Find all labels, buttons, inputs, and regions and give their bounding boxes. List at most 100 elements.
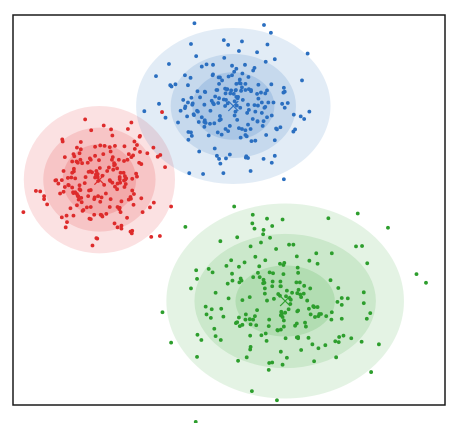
data-point-red (123, 182, 128, 186)
data-point-green (377, 342, 381, 347)
data-point-red (33, 189, 38, 193)
data-point-red (117, 175, 122, 179)
data-point-blue (212, 121, 217, 126)
data-point-red (77, 187, 82, 192)
data-point-blue (204, 62, 209, 67)
data-point-blue (217, 82, 221, 86)
data-point-blue (163, 115, 168, 120)
data-point-blue (176, 120, 180, 125)
data-point-red (72, 166, 76, 171)
data-point-green (272, 296, 276, 301)
data-point-green (247, 317, 252, 322)
data-point-green (199, 338, 204, 342)
data-point-green (296, 270, 301, 275)
data-point-blue (213, 94, 218, 99)
data-point-red (82, 181, 87, 186)
data-point-green (301, 291, 306, 296)
data-point-blue (240, 98, 245, 102)
data-point-blue (281, 85, 286, 90)
data-point-blue (239, 88, 243, 93)
data-point-blue (272, 57, 277, 62)
data-point-green (218, 239, 223, 244)
data-point-green (323, 343, 328, 348)
data-point-blue (178, 108, 183, 113)
data-point-red (71, 190, 75, 195)
data-point-blue (221, 38, 226, 43)
centroid-marker-green (279, 295, 291, 307)
data-point-green (266, 368, 271, 372)
data-point-red (90, 243, 95, 248)
data-point-green (240, 298, 245, 303)
data-point-green (256, 270, 260, 275)
data-point-green (225, 281, 230, 286)
data-point-green (254, 323, 259, 328)
data-point-red (77, 151, 82, 156)
data-point-green (280, 315, 285, 319)
data-point-blue (229, 88, 234, 93)
data-point-green (224, 264, 229, 268)
data-point-green (221, 314, 226, 319)
data-point-red (76, 197, 81, 202)
data-point-green (297, 280, 302, 285)
data-point-blue (196, 120, 201, 124)
data-point-blue (248, 169, 253, 173)
data-point-green (355, 211, 360, 216)
data-point-red (125, 157, 130, 162)
data-point-blue (224, 87, 229, 92)
data-point-red (140, 210, 145, 215)
data-point-blue (246, 102, 250, 107)
data-point-blue (269, 160, 274, 165)
centroid-marker-red (93, 174, 105, 186)
data-point-blue (211, 102, 216, 107)
data-point-blue (228, 91, 233, 96)
data-point-green (195, 277, 199, 281)
data-point-green (265, 216, 269, 221)
data-point-blue (240, 39, 244, 44)
data-point-red (70, 185, 75, 190)
data-point-red (107, 145, 112, 150)
data-point-blue (216, 101, 221, 105)
data-point-red (88, 188, 93, 192)
data-point-red (64, 213, 69, 218)
data-point-green (334, 355, 339, 360)
data-point-green (336, 340, 341, 345)
data-point-red (125, 215, 129, 220)
data-point-green (243, 312, 248, 317)
data-point-green (280, 217, 285, 222)
data-point-green (189, 286, 193, 291)
data-point-green (299, 295, 304, 299)
data-point-red (124, 176, 129, 181)
data-point-blue (238, 135, 243, 140)
data-point-red (135, 143, 139, 147)
data-point-green (295, 265, 300, 270)
data-point-red (83, 117, 88, 122)
data-point-green (212, 326, 217, 331)
data-point-blue (298, 114, 303, 119)
data-point-green (333, 339, 338, 344)
data-point-red (75, 203, 79, 208)
data-point-blue (230, 63, 234, 68)
data-point-blue (255, 119, 260, 124)
data-point-green (294, 280, 299, 285)
data-point-green (368, 311, 373, 316)
data-point-blue (185, 114, 189, 119)
data-point-blue (233, 88, 238, 93)
data-point-blue (260, 124, 265, 128)
data-point-blue (265, 88, 269, 93)
data-point-red (107, 165, 111, 170)
data-point-blue (173, 82, 178, 87)
data-point-red (126, 152, 131, 157)
data-point-blue (199, 115, 204, 120)
data-point-green (308, 286, 313, 291)
data-point-green (193, 420, 198, 423)
data-point-blue (262, 23, 266, 27)
data-point-red (132, 147, 137, 151)
data-point-blue (285, 101, 290, 105)
data-point-green (248, 333, 253, 338)
data-point-red (139, 196, 144, 201)
data-point-green (248, 345, 253, 349)
data-point-red (108, 149, 113, 154)
data-point-green (261, 228, 266, 232)
data-point-green (326, 216, 331, 221)
data-point-green (291, 242, 296, 247)
